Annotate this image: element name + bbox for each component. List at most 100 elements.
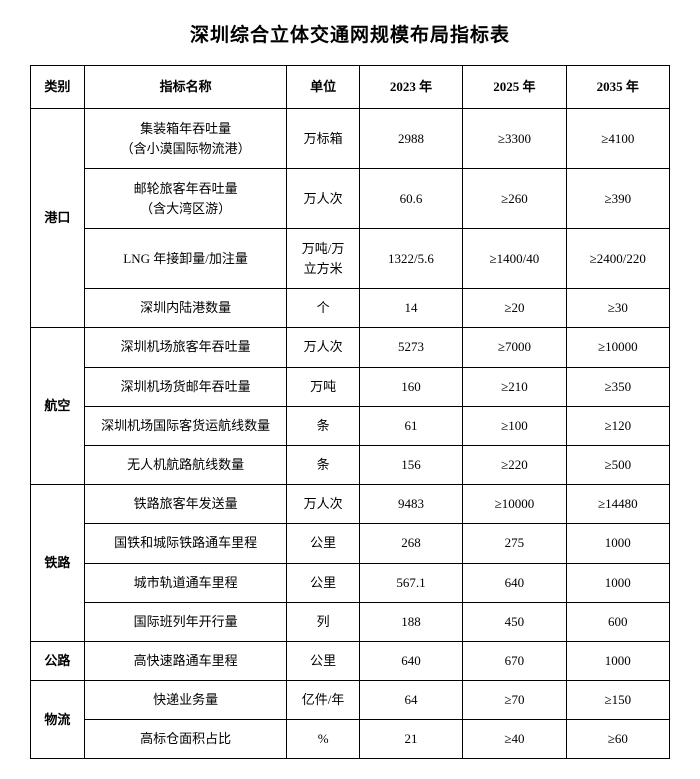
category-cell: 航空 <box>31 328 85 485</box>
value-cell-y2035: ≥30 <box>566 289 669 328</box>
unit-cell: 万吨/万立方米 <box>287 229 359 289</box>
indicator-name-cell: LNG 年接卸量/加注量 <box>84 229 287 289</box>
header-unit: 单位 <box>287 66 359 109</box>
indicator-name-cell: 深圳机场旅客年吞吐量 <box>84 328 287 367</box>
value-cell-y2035: ≥60 <box>566 720 669 759</box>
category-cell: 铁路 <box>31 485 85 642</box>
value-cell-y2025: ≥10000 <box>463 485 566 524</box>
indicator-name-cell: 深圳内陆港数量 <box>84 289 287 328</box>
value-cell-y2025: 670 <box>463 641 566 680</box>
indicator-name-cell: 深圳机场国际客货运航线数量 <box>84 406 287 445</box>
indicator-name-cell: 高快速路通车里程 <box>84 641 287 680</box>
unit-cell: 万标箱 <box>287 109 359 169</box>
table-row: 无人机航路航线数量条156≥220≥500 <box>31 445 670 484</box>
table-row: 深圳机场货邮年吞吐量万吨160≥210≥350 <box>31 367 670 406</box>
value-cell-y2023: 188 <box>359 602 462 641</box>
header-2025: 2025 年 <box>463 66 566 109</box>
value-cell-y2025: ≥260 <box>463 169 566 229</box>
category-cell: 物流 <box>31 681 85 759</box>
indicator-name-cell: 深圳机场货邮年吞吐量 <box>84 367 287 406</box>
value-cell-y2025: ≥3300 <box>463 109 566 169</box>
value-cell-y2025: ≥210 <box>463 367 566 406</box>
indicator-name-cell: 国铁和城际铁路通车里程 <box>84 524 287 563</box>
value-cell-y2035: 600 <box>566 602 669 641</box>
indicator-name-cell: 铁路旅客年发送量 <box>84 485 287 524</box>
table-row: 高标仓面积占比%21≥40≥60 <box>31 720 670 759</box>
value-cell-y2025: ≥40 <box>463 720 566 759</box>
unit-cell: 万人次 <box>287 328 359 367</box>
category-cell: 公路 <box>31 641 85 680</box>
value-cell-y2035: ≥4100 <box>566 109 669 169</box>
header-category: 类别 <box>31 66 85 109</box>
value-cell-y2023: 14 <box>359 289 462 328</box>
table-row: 邮轮旅客年吞吐量（含大湾区游）万人次60.6≥260≥390 <box>31 169 670 229</box>
value-cell-y2025: ≥1400/40 <box>463 229 566 289</box>
value-cell-y2025: ≥70 <box>463 681 566 720</box>
value-cell-y2035: ≥350 <box>566 367 669 406</box>
table-row: 深圳内陆港数量个14≥20≥30 <box>31 289 670 328</box>
value-cell-y2023: 61 <box>359 406 462 445</box>
table-row: 港口集装箱年吞吐量（含小漠国际物流港）万标箱2988≥3300≥4100 <box>31 109 670 169</box>
indicator-name-cell: 无人机航路航线数量 <box>84 445 287 484</box>
value-cell-y2023: 640 <box>359 641 462 680</box>
unit-cell: 列 <box>287 602 359 641</box>
value-cell-y2025: ≥20 <box>463 289 566 328</box>
unit-cell: % <box>287 720 359 759</box>
value-cell-y2035: 1000 <box>566 524 669 563</box>
table-row: 国铁和城际铁路通车里程公里2682751000 <box>31 524 670 563</box>
value-cell-y2025: 640 <box>463 563 566 602</box>
unit-cell: 亿件/年 <box>287 681 359 720</box>
table-row: 物流快递业务量亿件/年64≥70≥150 <box>31 681 670 720</box>
table-row: 深圳机场国际客货运航线数量条61≥100≥120 <box>31 406 670 445</box>
value-cell-y2023: 60.6 <box>359 169 462 229</box>
value-cell-y2025: ≥7000 <box>463 328 566 367</box>
unit-cell: 条 <box>287 445 359 484</box>
table-title: 深圳综合立体交通网规模布局指标表 <box>30 20 670 47</box>
indicator-name-cell: 城市轨道通车里程 <box>84 563 287 602</box>
indicators-table: 类别 指标名称 单位 2023 年 2025 年 2035 年 港口集装箱年吞吐… <box>30 65 670 759</box>
value-cell-y2035: ≥2400/220 <box>566 229 669 289</box>
unit-cell: 公里 <box>287 563 359 602</box>
indicator-name-cell: 国际班列年开行量 <box>84 602 287 641</box>
header-2023: 2023 年 <box>359 66 462 109</box>
unit-cell: 个 <box>287 289 359 328</box>
value-cell-y2023: 160 <box>359 367 462 406</box>
unit-cell: 公里 <box>287 641 359 680</box>
indicator-name-cell: 高标仓面积占比 <box>84 720 287 759</box>
value-cell-y2035: ≥120 <box>566 406 669 445</box>
unit-cell: 万吨 <box>287 367 359 406</box>
indicator-name-cell: 邮轮旅客年吞吐量（含大湾区游） <box>84 169 287 229</box>
header-row: 类别 指标名称 单位 2023 年 2025 年 2035 年 <box>31 66 670 109</box>
unit-cell: 万人次 <box>287 169 359 229</box>
value-cell-y2035: 1000 <box>566 641 669 680</box>
value-cell-y2023: 1322/5.6 <box>359 229 462 289</box>
table-row: 城市轨道通车里程公里567.16401000 <box>31 563 670 602</box>
value-cell-y2023: 156 <box>359 445 462 484</box>
value-cell-y2035: 1000 <box>566 563 669 602</box>
table-row: 航空深圳机场旅客年吞吐量万人次5273≥7000≥10000 <box>31 328 670 367</box>
value-cell-y2035: ≥500 <box>566 445 669 484</box>
value-cell-y2035: ≥10000 <box>566 328 669 367</box>
value-cell-y2023: 21 <box>359 720 462 759</box>
value-cell-y2035: ≥150 <box>566 681 669 720</box>
value-cell-y2023: 567.1 <box>359 563 462 602</box>
table-row: LNG 年接卸量/加注量万吨/万立方米1322/5.6≥1400/40≥2400… <box>31 229 670 289</box>
table-row: 铁路铁路旅客年发送量万人次9483≥10000≥14480 <box>31 485 670 524</box>
value-cell-y2023: 9483 <box>359 485 462 524</box>
unit-cell: 条 <box>287 406 359 445</box>
category-cell: 港口 <box>31 109 85 328</box>
unit-cell: 万人次 <box>287 485 359 524</box>
indicator-name-cell: 快递业务量 <box>84 681 287 720</box>
value-cell-y2035: ≥14480 <box>566 485 669 524</box>
table-row: 公路高快速路通车里程公里6406701000 <box>31 641 670 680</box>
value-cell-y2025: 275 <box>463 524 566 563</box>
header-2035: 2035 年 <box>566 66 669 109</box>
indicator-name-cell: 集装箱年吞吐量（含小漠国际物流港） <box>84 109 287 169</box>
unit-cell: 公里 <box>287 524 359 563</box>
value-cell-y2023: 5273 <box>359 328 462 367</box>
value-cell-y2023: 2988 <box>359 109 462 169</box>
value-cell-y2023: 268 <box>359 524 462 563</box>
header-indicator: 指标名称 <box>84 66 287 109</box>
value-cell-y2035: ≥390 <box>566 169 669 229</box>
value-cell-y2025: ≥220 <box>463 445 566 484</box>
